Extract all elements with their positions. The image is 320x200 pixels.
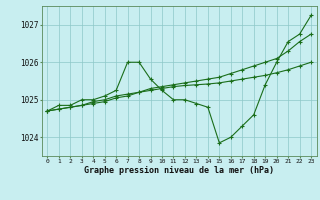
- X-axis label: Graphe pression niveau de la mer (hPa): Graphe pression niveau de la mer (hPa): [84, 166, 274, 175]
